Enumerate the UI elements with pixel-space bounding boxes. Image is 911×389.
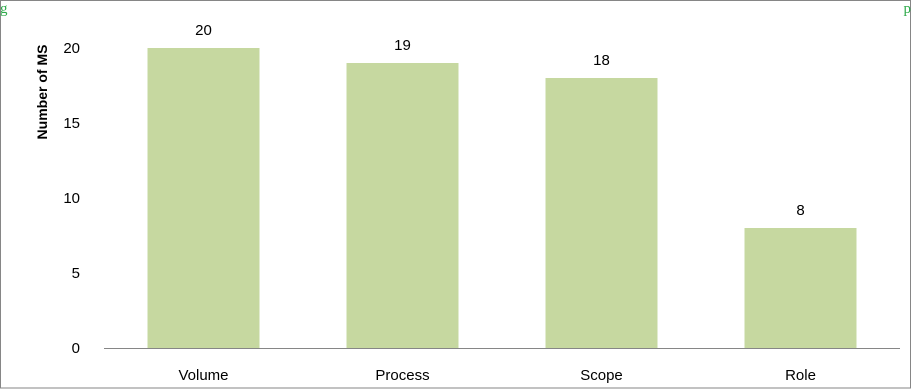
top-left-text-fragment: g: [0, 1, 8, 17]
x-axis-ticks: Volume Process Scope Role: [178, 367, 815, 384]
y-axis-ticks: 0 5 10 15 20: [63, 40, 80, 357]
bar-process: [346, 63, 459, 348]
top-right-text-fragment: p: [904, 1, 911, 17]
data-label-process: 19: [394, 37, 411, 54]
y-tick-label: 5: [72, 265, 80, 282]
bar-series: [147, 48, 857, 348]
data-label-volume: 20: [195, 22, 212, 39]
x-tick-label-process: Process: [375, 367, 429, 384]
y-tick-label: 20: [63, 40, 80, 57]
y-tick-label: 10: [63, 190, 80, 207]
y-tick-label: 15: [63, 115, 80, 132]
x-tick-label-volume: Volume: [178, 367, 228, 384]
bar-scope: [545, 78, 658, 348]
x-tick-label-role: Role: [785, 367, 816, 384]
data-label-role: 8: [796, 202, 804, 219]
y-axis-title: Number of MS: [34, 45, 50, 140]
bar-data-labels: 20 19 18 8: [195, 22, 805, 219]
x-tick-label-scope: Scope: [580, 367, 623, 384]
data-label-scope: 18: [593, 52, 610, 69]
y-tick-label: 0: [72, 340, 80, 357]
bar-volume: [147, 48, 260, 348]
bar-role: [744, 228, 857, 348]
